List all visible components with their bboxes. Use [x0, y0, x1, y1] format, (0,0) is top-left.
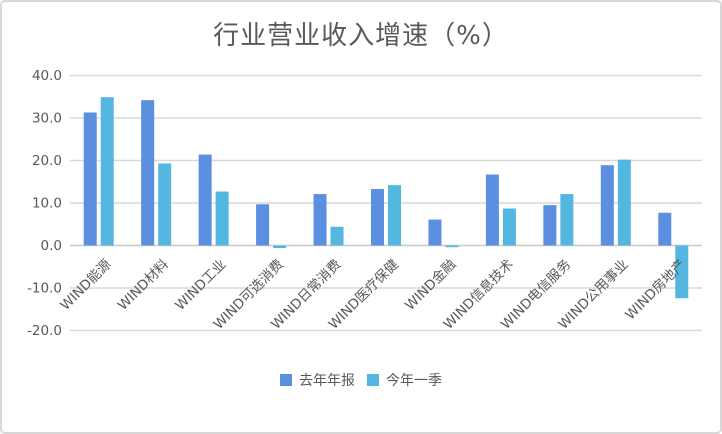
- y-axis-tick-label: -10.0: [27, 281, 62, 297]
- bar: [560, 194, 574, 246]
- bar: [617, 159, 631, 246]
- legend-swatch-this-year-q1: [367, 374, 379, 386]
- x-axis-category-label: WIND材料: [115, 256, 173, 314]
- legend-label-last-year-annual: 去年年报: [299, 373, 355, 389]
- bar: [543, 205, 557, 246]
- x-axis-category-label: WIND工业: [172, 257, 229, 314]
- bar: [485, 174, 499, 246]
- bar: [675, 245, 689, 299]
- bar: [215, 191, 229, 246]
- legend-item-last-year-annual: 去年年报: [280, 370, 355, 390]
- legend: 去年年报 今年一季: [2, 370, 720, 390]
- y-axis-tick-label: 20.0: [32, 153, 62, 169]
- bar: [428, 219, 442, 246]
- bar: [158, 163, 172, 246]
- bar: [330, 226, 344, 246]
- x-axis-category-label: WIND金融: [402, 256, 460, 314]
- legend-label-this-year-q1: 今年一季: [386, 373, 442, 389]
- bar: [371, 188, 384, 246]
- y-axis-tick-label: 10.0: [32, 196, 62, 212]
- y-axis-tick-label: 0.0: [41, 238, 62, 254]
- bar: [83, 112, 97, 246]
- chart-title: 行业营业收入增速（%）: [213, 21, 509, 51]
- bar: [198, 154, 212, 246]
- bar: [445, 245, 459, 248]
- bar: [313, 194, 327, 246]
- bar: [658, 212, 672, 246]
- y-axis-tick-label: 30.0: [32, 111, 62, 127]
- y-axis-tick-label: -20.0: [27, 323, 62, 339]
- legend-swatch-last-year-annual: [280, 374, 292, 386]
- bar: [141, 100, 155, 246]
- bar: [502, 208, 516, 246]
- bar: [600, 165, 614, 246]
- bar: [273, 245, 287, 249]
- legend-item-this-year-q1: 今年一季: [367, 370, 442, 390]
- bar: [388, 185, 401, 246]
- bar: [256, 204, 270, 246]
- x-axis-category-label: WIND能源: [57, 256, 115, 314]
- bar: [100, 97, 114, 246]
- y-axis-tick-label: 40.0: [32, 68, 62, 84]
